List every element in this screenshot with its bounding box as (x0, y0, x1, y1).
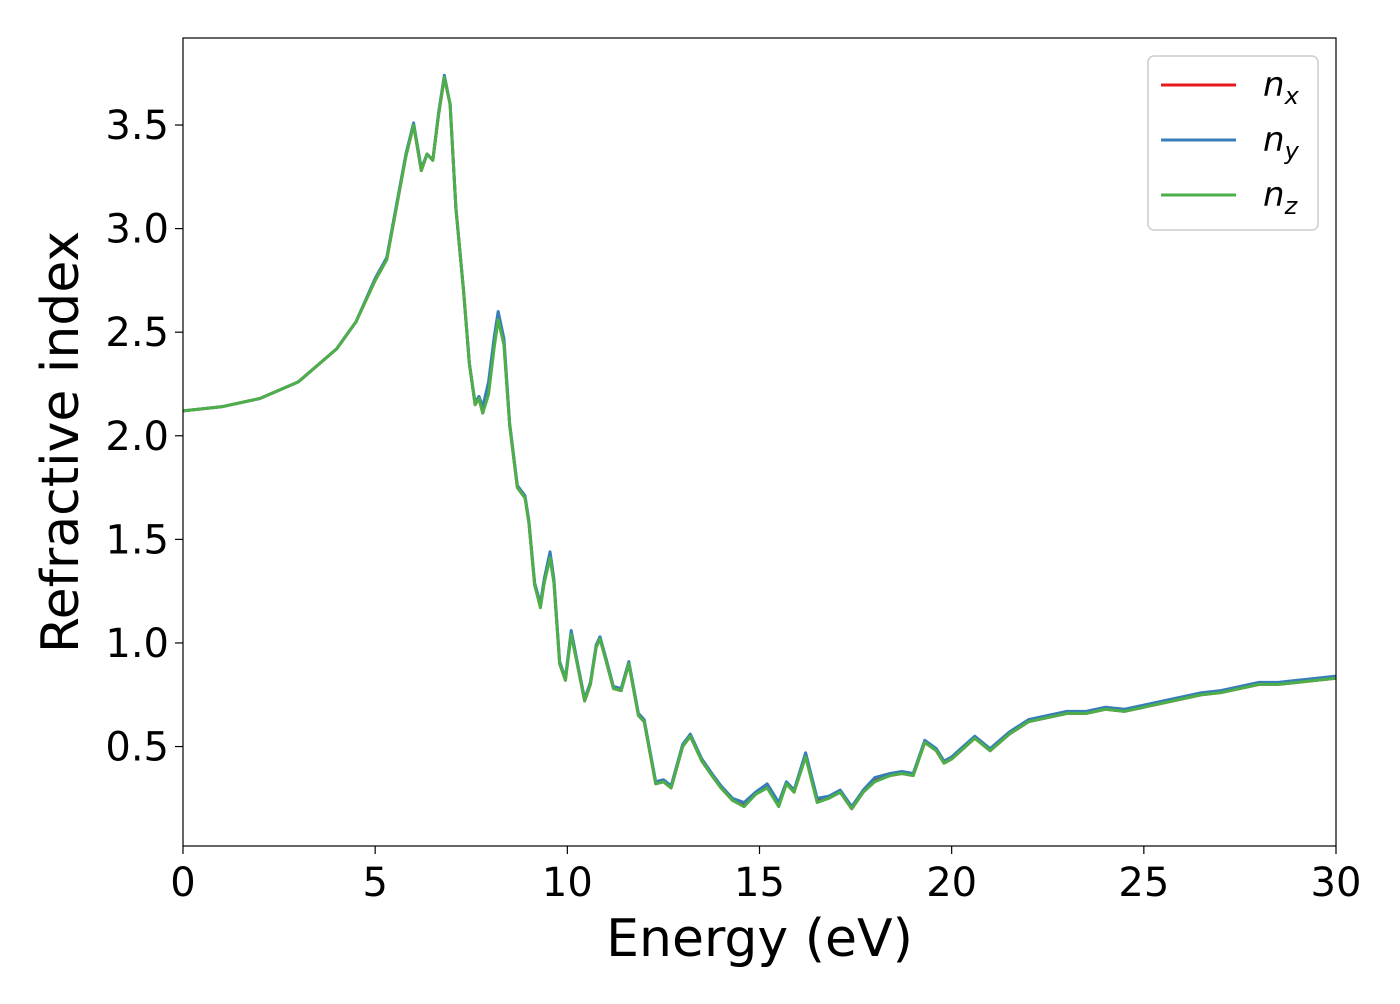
y-axis-ticks: 0.5 1.0 1.5 2.0 2.5 3.0 3.5 (105, 103, 183, 771)
y-tick-label: 1.0 (105, 621, 169, 667)
y-tick-label: 3.5 (105, 103, 169, 149)
x-tick-label: 15 (734, 860, 785, 906)
y-tick-label: 2.5 (105, 310, 169, 356)
plot-lines (183, 73, 1336, 811)
x-tick-label: 0 (170, 860, 195, 906)
legend: nx ny nz (1147, 55, 1319, 231)
x-tick-label: 20 (926, 860, 977, 906)
legend-label: nz (1263, 175, 1299, 220)
y-tick-label: 3.0 (105, 207, 169, 253)
legend-box (1147, 55, 1319, 231)
x-tick-label: 30 (1311, 860, 1362, 906)
series-line-n-z (183, 75, 1336, 811)
x-axis-ticks: 0 5 10 15 20 25 30 (170, 846, 1361, 906)
x-tick-label: 25 (1118, 860, 1169, 906)
legend-label: nx (1263, 65, 1300, 110)
y-tick-label: 0.5 (105, 725, 169, 771)
y-tick-label: 2.0 (105, 414, 169, 460)
y-axis-title: Refractive index (31, 231, 91, 653)
x-tick-label: 10 (542, 860, 593, 906)
x-tick-label: 5 (362, 860, 387, 906)
x-axis-title: Energy (eV) (606, 909, 913, 969)
y-tick-label: 1.5 (105, 517, 169, 563)
legend-label: ny (1263, 120, 1300, 165)
